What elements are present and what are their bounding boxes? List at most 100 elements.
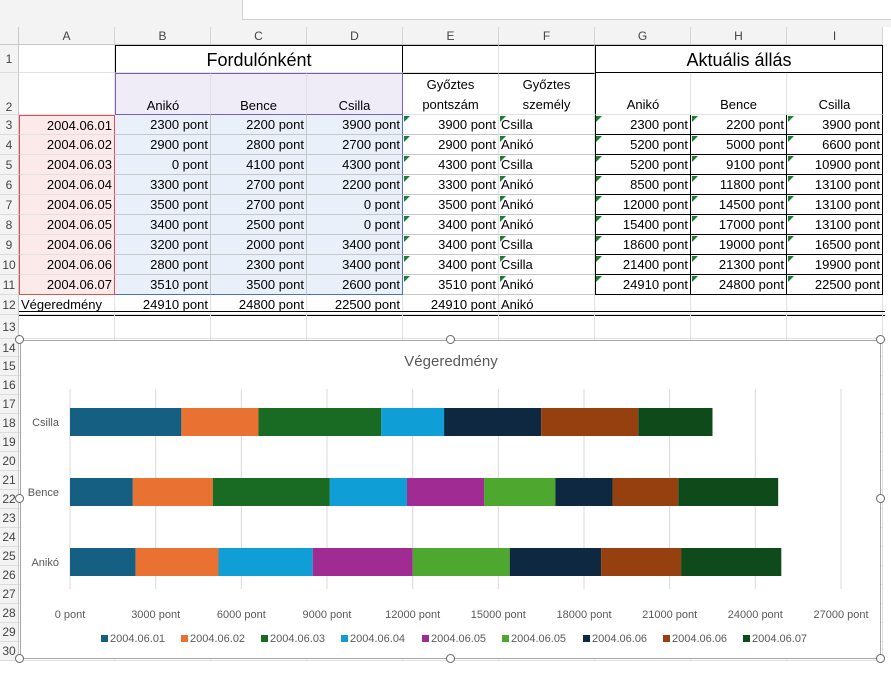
winner-name[interactable]: Csilla xyxy=(499,255,595,275)
bar-segment[interactable] xyxy=(132,478,213,506)
bar-segment[interactable] xyxy=(638,408,713,436)
empty-cell[interactable] xyxy=(787,315,883,339)
winner-name[interactable]: Anikó xyxy=(499,195,595,215)
bar-segment[interactable] xyxy=(678,478,779,506)
round-score-bence[interactable]: 2700 pont xyxy=(211,175,307,195)
cell-a2[interactable] xyxy=(19,73,115,115)
running-total-csilla[interactable]: 13100 pont xyxy=(787,195,883,215)
row-header-24[interactable]: 24 xyxy=(0,528,19,547)
running-total-aniko[interactable]: 21400 pont xyxy=(595,255,691,275)
header-aktualis-allas[interactable]: Aktuális állás xyxy=(595,45,883,73)
column-header-g[interactable]: G xyxy=(595,27,691,45)
chart-title[interactable]: Végeredmény xyxy=(404,353,498,370)
row-header-14[interactable]: 14 xyxy=(0,339,19,357)
date-cell[interactable]: 2004.06.02 xyxy=(19,135,115,155)
round-score-aniko[interactable]: 2300 pont xyxy=(115,115,211,135)
bar-segment[interactable] xyxy=(555,478,613,506)
bar-segment[interactable] xyxy=(258,408,382,436)
header-fordulonkent[interactable]: Fordulónként xyxy=(115,45,403,73)
round-score-aniko[interactable]: 3500 pont xyxy=(115,195,211,215)
column-header-a[interactable]: A xyxy=(19,27,115,45)
row-header-29[interactable]: 29 xyxy=(0,623,19,642)
legend-label[interactable]: 2004.06.01 xyxy=(110,633,165,645)
round-score-aniko[interactable]: 0 pont xyxy=(115,155,211,175)
round-score-bence[interactable]: 4100 pont xyxy=(211,155,307,175)
header-current-bence[interactable]: Bence xyxy=(691,73,787,115)
running-total-bence[interactable]: 9100 pont xyxy=(691,155,787,175)
bar-segment[interactable] xyxy=(406,478,485,506)
legend-label[interactable]: 2004.06.06 xyxy=(592,633,647,645)
running-total-bence[interactable]: 2200 pont xyxy=(691,115,787,135)
running-total-aniko[interactable]: 8500 pont xyxy=(595,175,691,195)
formula-bar[interactable] xyxy=(242,0,891,20)
running-total-csilla[interactable]: 13100 pont xyxy=(787,215,883,235)
header-current-aniko[interactable]: Anikó xyxy=(595,73,691,115)
row-header-16[interactable]: 16 xyxy=(0,376,19,395)
running-total-bence[interactable]: 24800 pont xyxy=(691,275,787,295)
running-total-aniko[interactable]: 5200 pont xyxy=(595,155,691,175)
bar-segment[interactable] xyxy=(601,548,682,576)
total-aniko[interactable]: 24910 pont xyxy=(115,295,211,315)
winner-name[interactable]: Anikó xyxy=(499,175,595,195)
winner-score[interactable]: 3400 pont xyxy=(403,215,499,235)
running-total-aniko[interactable]: 2300 pont xyxy=(595,115,691,135)
row-header-9[interactable]: 9 xyxy=(0,235,19,255)
row-header-23[interactable]: 23 xyxy=(0,509,19,528)
cell-h12[interactable] xyxy=(691,295,787,315)
row-header-12[interactable]: 12 xyxy=(0,295,19,315)
bar-segment[interactable] xyxy=(218,548,313,576)
row-header-25[interactable]: 25 xyxy=(0,547,19,566)
empty-cell[interactable] xyxy=(595,315,691,339)
running-total-bence[interactable]: 11800 pont xyxy=(691,175,787,195)
bar-segment[interactable] xyxy=(312,548,413,576)
date-cell[interactable]: 2004.06.01 xyxy=(19,115,115,135)
header-gyoztes-pontszam[interactable]: Győztes pontszám xyxy=(403,73,499,115)
running-total-csilla[interactable]: 22500 pont xyxy=(787,275,883,295)
running-total-csilla[interactable]: 13100 pont xyxy=(787,175,883,195)
date-cell[interactable]: 2004.06.06 xyxy=(19,255,115,275)
row-header-18[interactable]: 18 xyxy=(0,414,19,433)
header-aniko[interactable]: Anikó xyxy=(115,73,211,115)
resize-handle[interactable] xyxy=(15,654,24,663)
resize-handle[interactable] xyxy=(446,654,455,663)
column-header-f[interactable]: F xyxy=(499,27,595,45)
bar-segment[interactable] xyxy=(70,548,136,576)
round-score-csilla[interactable]: 4300 pont xyxy=(307,155,403,175)
winner-name[interactable]: Anikó xyxy=(499,215,595,235)
winner-score[interactable]: 3900 pont xyxy=(403,115,499,135)
row-header-30[interactable]: 30 xyxy=(0,642,19,661)
cell-i12[interactable] xyxy=(787,295,883,315)
cell-a1[interactable] xyxy=(19,45,115,73)
date-cell[interactable]: 2004.06.05 xyxy=(19,195,115,215)
empty-cell[interactable] xyxy=(115,315,211,339)
column-header-b[interactable]: B xyxy=(115,27,211,45)
empty-cell[interactable] xyxy=(691,315,787,339)
total-label[interactable]: Végeredmény xyxy=(19,295,115,315)
row-header-7[interactable]: 7 xyxy=(0,195,19,215)
round-score-csilla[interactable]: 0 pont xyxy=(307,215,403,235)
round-score-aniko[interactable]: 3300 pont xyxy=(115,175,211,195)
resize-handle[interactable] xyxy=(446,335,455,344)
winner-score[interactable]: 3500 pont xyxy=(403,195,499,215)
running-total-csilla[interactable]: 6600 pont xyxy=(787,135,883,155)
empty-cell[interactable] xyxy=(787,642,883,661)
running-total-csilla[interactable]: 16500 pont xyxy=(787,235,883,255)
empty-cell[interactable] xyxy=(19,315,115,339)
running-total-aniko[interactable]: 18600 pont xyxy=(595,235,691,255)
date-cell[interactable]: 2004.06.05 xyxy=(19,215,115,235)
row-header-4[interactable]: 4 xyxy=(0,135,19,155)
total-winner-score[interactable]: 24910 pont xyxy=(403,295,499,315)
date-cell[interactable]: 2004.06.04 xyxy=(19,175,115,195)
row-header-10[interactable]: 10 xyxy=(0,255,19,275)
cell-e1[interactable] xyxy=(403,45,499,73)
round-score-csilla[interactable]: 3400 pont xyxy=(307,235,403,255)
legend-label[interactable]: 2004.06.06 xyxy=(672,633,727,645)
running-total-aniko[interactable]: 24910 pont xyxy=(595,275,691,295)
column-header-e[interactable]: E xyxy=(403,27,499,45)
bar-segment[interactable] xyxy=(484,478,556,506)
bar-segment[interactable] xyxy=(135,548,219,576)
resize-handle[interactable] xyxy=(876,654,885,663)
running-total-bence[interactable]: 21300 pont xyxy=(691,255,787,275)
row-header-26[interactable]: 26 xyxy=(0,566,19,585)
running-total-bence[interactable]: 19000 pont xyxy=(691,235,787,255)
